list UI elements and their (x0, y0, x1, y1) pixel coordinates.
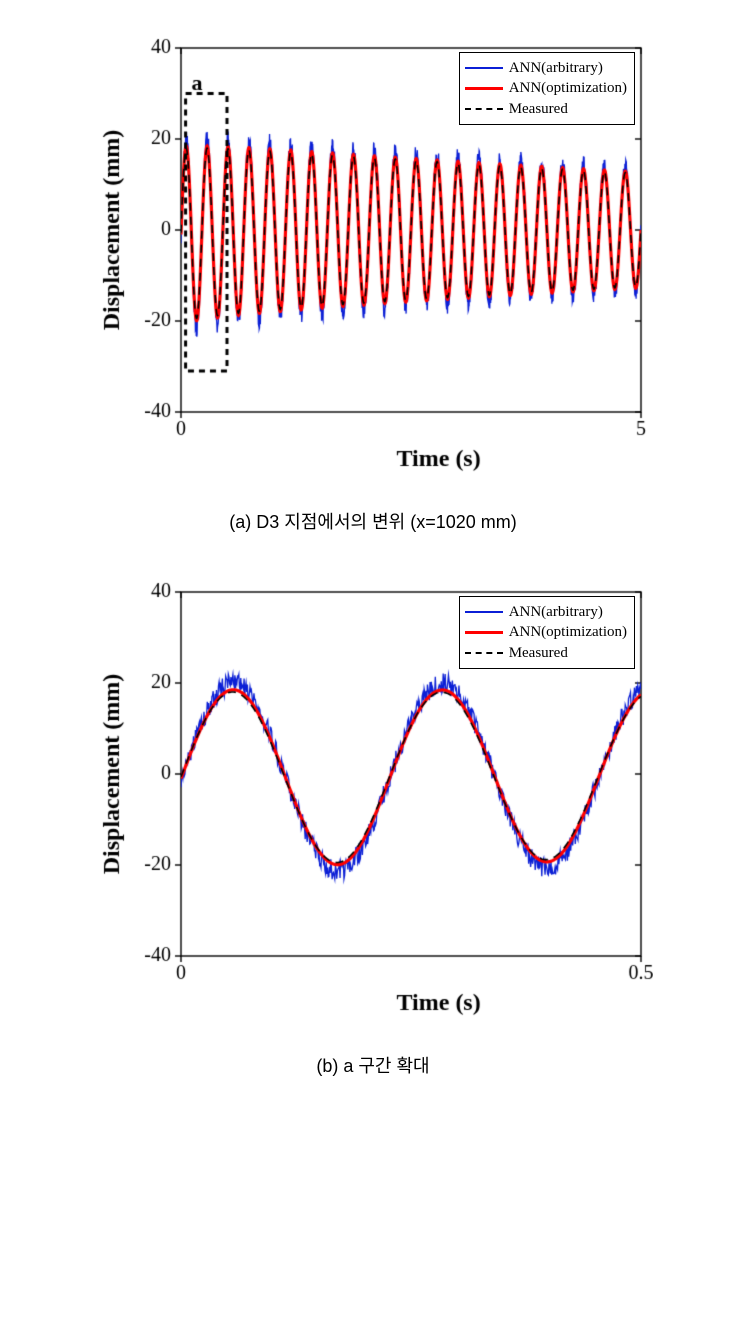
legend-swatch (465, 108, 503, 110)
legend-label: ANN(arbitrary) (509, 58, 603, 78)
legend-item: ANN(optimization) (465, 622, 627, 642)
legend-item: Measured (465, 99, 627, 119)
legend-swatch (465, 87, 503, 90)
chart-a-caption: (a) D3 지점에서의 변위 (x=1020 mm) (40, 508, 706, 534)
legend-label: Measured (509, 643, 568, 663)
chart-a-block: ANN(arbitrary)ANN(optimization)Measured … (40, 30, 706, 534)
legend-label: ANN(optimization) (509, 78, 627, 98)
legend-label: Measured (509, 99, 568, 119)
chart-b-wrap: ANN(arbitrary)ANN(optimization)Measured (93, 574, 653, 1034)
chart-a-legend: ANN(arbitrary)ANN(optimization)Measured (459, 52, 635, 125)
legend-item: Measured (465, 643, 627, 663)
legend-label: ANN(optimization) (509, 622, 627, 642)
legend-label: ANN(arbitrary) (509, 602, 603, 622)
legend-item: ANN(optimization) (465, 78, 627, 98)
legend-swatch (465, 611, 503, 613)
legend-swatch (465, 631, 503, 634)
chart-b-caption: (b) a 구간 확대 (40, 1052, 706, 1078)
chart-b-block: ANN(arbitrary)ANN(optimization)Measured … (40, 574, 706, 1078)
chart-b-legend: ANN(arbitrary)ANN(optimization)Measured (459, 596, 635, 669)
legend-item: ANN(arbitrary) (465, 58, 627, 78)
chart-a-wrap: ANN(arbitrary)ANN(optimization)Measured (93, 30, 653, 490)
legend-swatch (465, 652, 503, 654)
legend-swatch (465, 67, 503, 69)
legend-item: ANN(arbitrary) (465, 602, 627, 622)
